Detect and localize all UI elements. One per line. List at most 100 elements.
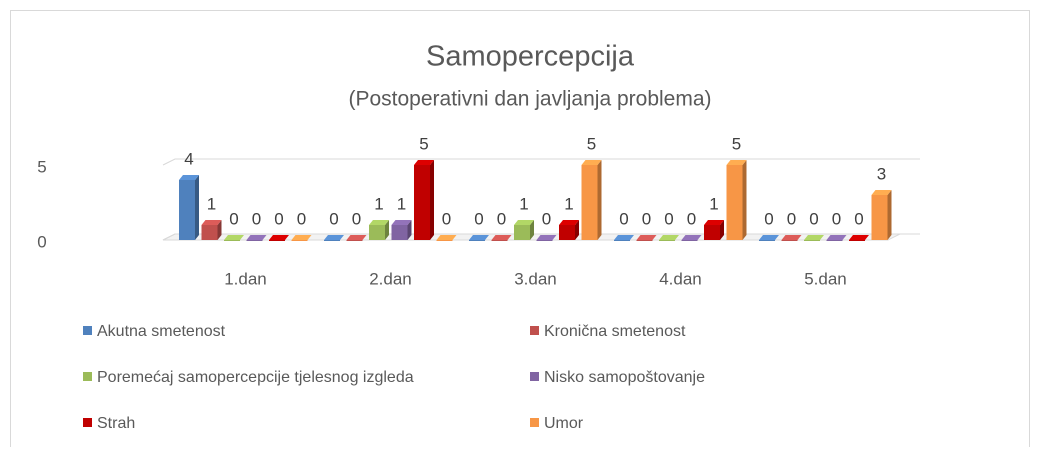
bar-front (291, 240, 308, 241)
bar (469, 235, 489, 241)
bar (179, 175, 199, 240)
bar (726, 160, 747, 240)
bar-front (726, 165, 743, 240)
bar (826, 235, 847, 241)
bar-front (269, 240, 285, 241)
bar-top (246, 235, 267, 240)
bar (414, 160, 434, 240)
bar (614, 235, 634, 241)
x-tick-label: 3.dan (514, 269, 557, 288)
bar-top (559, 220, 579, 225)
bar (514, 220, 534, 240)
bar (246, 235, 267, 241)
legend-swatch (530, 326, 539, 335)
bar-front (391, 225, 408, 240)
bar-front (436, 240, 453, 241)
bar-top (659, 235, 679, 240)
bar-front (536, 240, 553, 241)
bar-top (391, 220, 412, 225)
bar-top (201, 220, 222, 225)
data-label: 0 (687, 209, 696, 228)
bar-front (491, 240, 508, 241)
data-label: 5 (587, 134, 596, 153)
chart-subtitle: (Postoperativni dan javljanja problema) (348, 88, 711, 111)
bar-front (369, 225, 385, 240)
chart-title: Samopercepcija (426, 41, 635, 73)
data-label: 0 (497, 209, 506, 228)
bar-side (530, 220, 534, 240)
bar-side (217, 220, 222, 240)
bar-front (246, 240, 263, 241)
bar (436, 235, 457, 241)
data-label: 0 (809, 209, 818, 228)
data-label: 0 (329, 209, 338, 228)
bar-front (559, 225, 575, 240)
bar (224, 235, 244, 241)
bar-front (469, 240, 485, 241)
bar (324, 235, 344, 241)
bar-top (179, 175, 199, 180)
bar-top (681, 235, 702, 240)
bar-front (681, 240, 698, 241)
legend-label: Nisko samopoštovanje (544, 369, 705, 386)
x-tick-label: 4.dan (659, 269, 702, 288)
legend-label: Strah (97, 415, 135, 432)
data-label: 5 (732, 134, 741, 153)
bar (201, 220, 222, 240)
bar-front (179, 180, 195, 240)
data-label: 0 (764, 209, 773, 228)
data-label: 0 (229, 209, 238, 228)
data-label: 0 (787, 209, 796, 228)
legend-swatch (83, 326, 92, 335)
x-tick-label: 1.dan (224, 269, 267, 288)
bar-top (781, 235, 802, 240)
bar-top (636, 235, 657, 240)
data-label: 0 (854, 209, 863, 228)
bar-top (469, 235, 489, 240)
bar-front (704, 225, 720, 240)
bar (659, 235, 679, 241)
data-label: 0 (297, 209, 306, 228)
bar-top (324, 235, 344, 240)
bar-front (614, 240, 630, 241)
bar-top (614, 235, 634, 240)
bar (536, 235, 557, 241)
bar-front (324, 240, 340, 241)
legend-swatch (83, 418, 92, 427)
data-label: 0 (642, 209, 651, 228)
data-label: 0 (542, 209, 551, 228)
bar-top (804, 235, 824, 240)
grid-line (162, 158, 920, 166)
bar (636, 235, 657, 241)
legend-swatch (83, 372, 92, 381)
bar (269, 235, 289, 241)
data-label: 1 (397, 194, 406, 213)
bar-top (224, 235, 244, 240)
data-label: 1 (374, 194, 383, 213)
y-tick-label: 5 (37, 157, 46, 176)
data-label: 1 (519, 194, 528, 213)
bar-front (871, 195, 888, 240)
data-label: 1 (207, 194, 216, 213)
bar-top (414, 160, 434, 165)
legend-label: Akutna smetenost (97, 323, 226, 340)
data-label: 0 (474, 209, 483, 228)
bar (581, 160, 602, 240)
bar (559, 220, 579, 240)
bar-side (887, 190, 892, 240)
bar-side (720, 220, 724, 240)
bar-front (659, 240, 675, 241)
bar-front (826, 240, 843, 241)
bar-front (414, 165, 430, 240)
bar-side (195, 175, 199, 240)
bar (759, 235, 779, 241)
bar-front (346, 240, 363, 241)
bar-side (575, 220, 579, 240)
bar-top (871, 190, 892, 195)
bar-top (536, 235, 557, 240)
bar-top (759, 235, 779, 240)
bar-top (291, 235, 312, 240)
bar-front (581, 165, 598, 240)
bar-top (346, 235, 367, 240)
